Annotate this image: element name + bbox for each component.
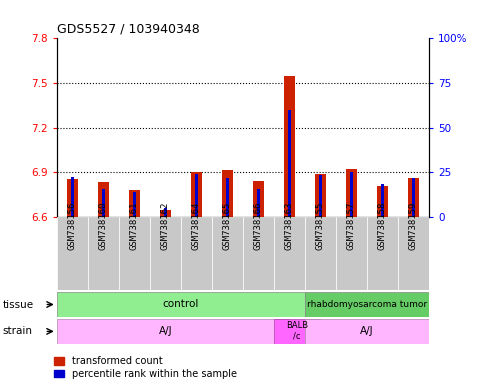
Bar <box>191 172 202 217</box>
Bar <box>398 217 429 290</box>
Bar <box>274 319 320 344</box>
Text: rhabdomyosarcoma tumor: rhabdomyosarcoma tumor <box>307 300 427 309</box>
Bar <box>243 217 274 290</box>
Bar <box>160 210 171 217</box>
Bar <box>212 217 243 290</box>
Bar <box>57 292 305 317</box>
Text: GSM738164: GSM738164 <box>192 202 201 250</box>
Bar <box>305 217 336 290</box>
Bar <box>381 184 384 217</box>
Text: GSM738165: GSM738165 <box>223 202 232 250</box>
Bar <box>315 174 326 217</box>
Text: GSM738161: GSM738161 <box>130 202 139 250</box>
Text: strain: strain <box>2 326 33 336</box>
Text: tissue: tissue <box>2 300 34 310</box>
Bar <box>57 217 88 290</box>
Bar <box>119 217 150 290</box>
Text: GSM738166: GSM738166 <box>254 202 263 250</box>
Bar <box>102 189 105 217</box>
Bar <box>129 190 140 217</box>
Legend: transformed count, percentile rank within the sample: transformed count, percentile rank withi… <box>54 356 237 379</box>
Bar <box>181 217 212 290</box>
Text: GSM738163: GSM738163 <box>285 202 294 250</box>
Text: BALB
/c: BALB /c <box>286 321 308 341</box>
Bar <box>336 217 367 290</box>
Text: GSM738160: GSM738160 <box>99 202 108 250</box>
Bar <box>346 169 357 217</box>
Bar <box>253 181 264 217</box>
Bar <box>226 178 229 217</box>
Bar <box>150 217 181 290</box>
Text: GSM738155: GSM738155 <box>316 202 325 250</box>
Bar <box>222 170 233 217</box>
Bar <box>98 182 108 217</box>
Bar <box>164 208 167 217</box>
Text: A/J: A/J <box>360 326 374 336</box>
Bar <box>133 192 136 217</box>
Bar <box>195 174 198 217</box>
Bar <box>408 178 419 217</box>
Bar <box>274 217 305 290</box>
Bar <box>70 177 74 217</box>
Text: A/J: A/J <box>158 326 172 336</box>
Text: control: control <box>163 299 199 310</box>
Text: GSM738158: GSM738158 <box>378 202 387 250</box>
Text: GDS5527 / 103940348: GDS5527 / 103940348 <box>57 23 200 36</box>
Bar <box>257 189 260 217</box>
Text: GSM738159: GSM738159 <box>409 202 418 250</box>
Bar <box>350 172 353 217</box>
Text: GSM738162: GSM738162 <box>161 202 170 250</box>
Bar <box>305 292 429 317</box>
Bar <box>67 179 77 217</box>
Bar <box>367 217 398 290</box>
Bar <box>377 186 388 217</box>
Bar <box>57 319 289 344</box>
Bar <box>305 319 444 344</box>
Bar <box>412 178 415 217</box>
Text: GSM738157: GSM738157 <box>347 202 356 250</box>
Bar <box>88 217 119 290</box>
Bar <box>284 76 295 217</box>
Text: GSM738156: GSM738156 <box>68 202 77 250</box>
Bar <box>319 175 322 217</box>
Bar <box>288 110 291 217</box>
